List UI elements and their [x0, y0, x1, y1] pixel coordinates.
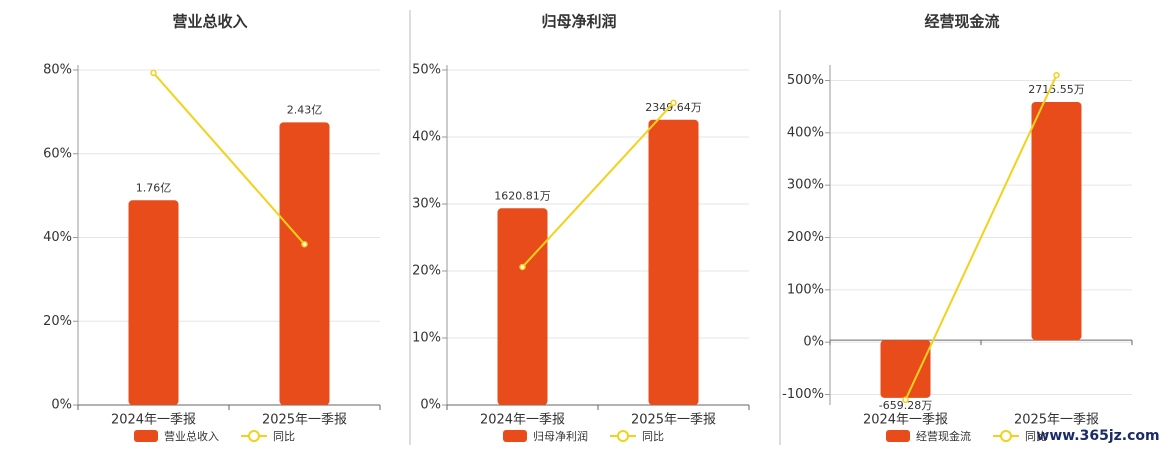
y-tick-label: 20%: [412, 264, 441, 279]
line: [521, 102, 675, 268]
y-tick-label: 100%: [787, 282, 824, 297]
line-point: [301, 240, 308, 248]
value-label: 1.76亿: [136, 181, 172, 194]
legend-marker: [1000, 430, 1012, 442]
chart-title: 营业总收入: [172, 13, 247, 31]
y-tick-label: 0%: [803, 335, 824, 350]
y-tick-label: 60%: [43, 146, 72, 161]
y-tick-label: 40%: [43, 230, 72, 245]
line-point: [670, 99, 677, 107]
value-label: -659.28万: [879, 399, 932, 412]
y-tick-label: 400%: [787, 125, 824, 140]
line-point: [1053, 71, 1060, 79]
line-point: [902, 396, 909, 404]
legend-label: 经营现金流: [916, 429, 971, 443]
bar: [279, 122, 330, 405]
line-point: [519, 263, 526, 271]
legend-marker: [617, 430, 629, 442]
line: [152, 72, 306, 245]
legend-swatch: [886, 430, 910, 442]
legend-swatch: [134, 430, 158, 442]
y-tick-label: -100%: [782, 387, 824, 402]
legend-label: 营业总收入: [164, 429, 219, 443]
value-label: 2.43亿: [287, 103, 323, 116]
x-tick-label: 2024年一季报: [111, 413, 196, 428]
legend-marker: [248, 430, 260, 442]
x-tick-label: 2024年一季报: [863, 413, 948, 428]
y-tick-label: 0%: [51, 398, 72, 413]
value-label: 1620.81万: [494, 189, 551, 202]
y-tick-label: 30%: [412, 197, 441, 212]
y-tick-label: 10%: [412, 331, 441, 346]
line: [904, 74, 1058, 401]
y-tick-label: 80%: [43, 63, 72, 78]
y-tick-label: 50%: [412, 63, 441, 78]
bar: [648, 119, 699, 405]
y-tick-label: 0%: [420, 398, 441, 413]
watermark: www.365jz.com: [1036, 428, 1159, 444]
x-tick-label: 2025年一季报: [631, 413, 716, 428]
line-point: [150, 69, 157, 77]
x-tick-label: 2025年一季报: [1014, 413, 1099, 428]
legend-swatch: [503, 430, 527, 442]
y-tick-label: 40%: [412, 130, 441, 145]
bar: [1031, 101, 1082, 341]
x-tick-label: 2024年一季报: [480, 413, 565, 428]
value-label: 2715.55万: [1028, 83, 1085, 96]
y-tick-label: 20%: [43, 314, 72, 329]
chart-title: 归母净利润: [541, 13, 616, 31]
bar: [497, 208, 548, 405]
bar: [880, 340, 931, 398]
x-tick-label: 2025年一季报: [262, 413, 347, 428]
legend-label: 归母净利润: [533, 429, 588, 443]
value-label: 2349.64万: [645, 101, 702, 114]
chart-title: 经营现金流: [924, 13, 999, 31]
y-tick-label: 200%: [787, 230, 824, 245]
legend-label: 同比: [642, 430, 664, 443]
y-tick-label: 500%: [787, 73, 824, 88]
y-tick-label: 300%: [787, 178, 824, 193]
legend-label: 同比: [273, 430, 295, 443]
bar: [128, 200, 179, 405]
legend-label: 同比: [1025, 430, 1047, 443]
